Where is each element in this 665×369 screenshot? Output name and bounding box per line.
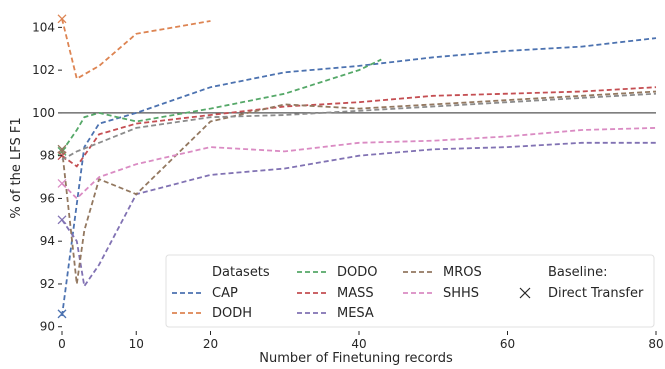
x-tick-label: 20 (203, 337, 218, 351)
legend-label-mesa: MESA (337, 306, 374, 321)
y-tick-label: 104 (32, 20, 55, 34)
legend-header: Datasets (212, 265, 270, 280)
series-line-mesa (61, 141, 656, 289)
legend-label-dodo: DODO (337, 265, 378, 280)
x-axis-label: Number of Finetuning records (259, 351, 453, 366)
baseline-marker-cap (57, 309, 67, 319)
legend-label-cap: CAP (212, 286, 238, 301)
y-tick-label: 92 (40, 277, 55, 291)
baseline-marker-shhs (57, 179, 67, 188)
y-axis-label: % of the LFS F1 (9, 117, 24, 218)
y-tick-label: 98 (40, 149, 55, 163)
baseline-marker-mesa (57, 215, 67, 225)
x-axis-ticks: 0 10 20 40 60 80 (58, 331, 664, 351)
legend-label-shhs: SHHS (443, 286, 479, 301)
x-tick-label: 0 (58, 337, 66, 351)
baseline-marker-mros (57, 144, 67, 154)
legend-baseline-marker (519, 287, 531, 299)
y-tick-label: 96 (40, 191, 55, 205)
series-line-mass (61, 86, 657, 168)
series-line-mros (61, 90, 657, 285)
baseline-marker-dodh (57, 14, 67, 24)
legend-box (165, 254, 655, 328)
series-line-unnamed (61, 92, 657, 161)
legend-label-mass: MASS (337, 286, 374, 301)
series-line-shhs (61, 127, 657, 200)
series-line-dodo (61, 58, 382, 152)
y-tick-label: 90 (40, 320, 55, 334)
y-tick-label: 100 (32, 106, 55, 120)
y-axis-ticks: 90 92 94 96 98 100 102 104 (32, 20, 62, 334)
legend: Datasets CAP DODH DODO MASS MESA MROS SHHS Basel… (165, 254, 655, 328)
legend-baseline-header: Baseline: (548, 265, 608, 280)
legend-baseline-label: Direct Transfer (548, 286, 644, 301)
series-line-cap (61, 37, 657, 317)
legend-label-dodh: DODH (212, 306, 252, 321)
x-tick-label: 40 (351, 337, 366, 351)
series-line-dodh (61, 18, 211, 81)
legend-label-mros: MROS (443, 265, 482, 280)
y-tick-label: 94 (40, 234, 55, 248)
x-tick-label: 60 (500, 337, 515, 351)
y-tick-label: 102 (32, 63, 55, 77)
x-tick-label: 10 (129, 337, 144, 351)
x-tick-label: 80 (648, 337, 663, 351)
